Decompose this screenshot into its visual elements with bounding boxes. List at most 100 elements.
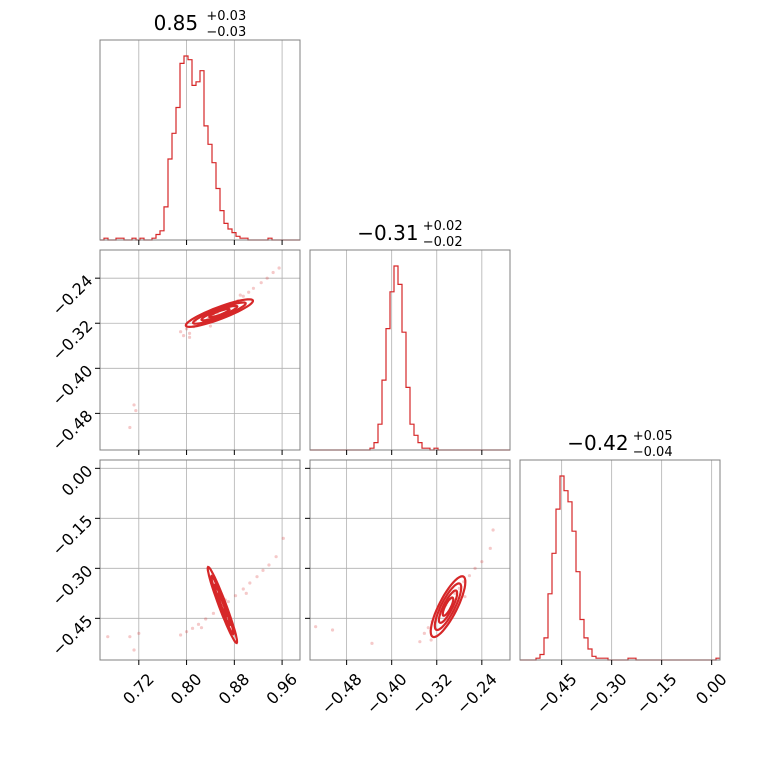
scatter-point <box>178 633 183 637</box>
scatter-point <box>233 594 238 598</box>
scatter-point <box>261 568 265 572</box>
x-tick-label: −0.40 <box>363 670 411 718</box>
scatter-point <box>241 294 245 298</box>
y-tick-label: −0.48 <box>48 406 96 454</box>
x-tick-label: −0.32 <box>408 670 456 718</box>
scatter-point <box>204 617 208 621</box>
scatter-point <box>134 408 138 413</box>
panel-2-0: 0.72 0.80 0.88 0.96 −0.45−0.30−0.15 0.00 <box>48 459 301 709</box>
scatter-point <box>330 628 335 632</box>
panel-0-0: 0.85 +0.03−0.03 <box>99 9 301 245</box>
scatter-point <box>226 600 230 604</box>
panel-2-2: −0.42 +0.05−0.04 −0.45 −0.30 −0.15 0.00 <box>519 429 731 718</box>
scatter-point <box>422 631 426 635</box>
histogram-1 <box>310 265 510 451</box>
scatter-point <box>274 555 278 559</box>
scatter-point <box>426 626 430 630</box>
scatter-point <box>238 293 242 297</box>
x-tick-label: −0.45 <box>533 670 581 718</box>
x-tick-label: 0.00 <box>692 670 731 709</box>
title-plus-1: +0.02 <box>423 219 463 234</box>
x-tick-label: −0.48 <box>318 670 366 718</box>
scatter-point <box>248 581 252 585</box>
scatter-point <box>196 622 201 626</box>
scatter-point <box>137 631 141 635</box>
x-tick-label: −0.30 <box>583 670 631 718</box>
scatter-point <box>187 335 192 339</box>
scatter-point <box>281 536 285 540</box>
scatter-point <box>132 648 136 652</box>
scatter-point <box>247 290 251 294</box>
contour-line <box>200 304 239 322</box>
x-tick-label: 0.72 <box>119 670 158 709</box>
y-tick-label: −0.40 <box>48 361 96 409</box>
title-minus-0: −0.03 <box>206 25 246 40</box>
contour-line <box>191 301 247 325</box>
y-tick-label: −0.32 <box>48 316 96 364</box>
contour-line <box>437 589 459 625</box>
scatter-point <box>267 563 271 567</box>
scatter-point <box>277 266 281 270</box>
scatter-point <box>208 324 213 328</box>
histogram-0 <box>100 55 300 241</box>
title-plus-2: +0.05 <box>633 429 673 444</box>
y-tick-label: 0.00 <box>58 461 97 500</box>
x-tick-label: −0.24 <box>453 670 501 718</box>
scatter-point <box>463 595 467 599</box>
scatter-point <box>429 638 433 642</box>
title-plus-0: +0.03 <box>206 9 246 24</box>
scatter-point <box>271 270 275 275</box>
panel-frame <box>519 459 721 661</box>
scatter-point <box>184 327 189 331</box>
y-tick-label: −0.24 <box>48 271 96 319</box>
scatter-point <box>473 566 477 570</box>
panel-frame <box>99 459 301 661</box>
y-tick-label: −0.30 <box>48 561 96 609</box>
contour-line <box>213 583 232 627</box>
scatter-point <box>106 635 110 639</box>
title-value-0: 0.85 <box>154 11 199 35</box>
title-minus-2: −0.04 <box>633 445 673 460</box>
title-value-1: −0.31 <box>357 221 418 245</box>
scatter-point <box>181 334 186 338</box>
x-tick-label: 0.96 <box>262 670 301 709</box>
y-tick-label: −0.15 <box>48 511 96 559</box>
scatter-point <box>199 626 204 630</box>
scatter-point <box>128 635 132 639</box>
scatter-point <box>467 574 472 578</box>
panel-1-1: −0.31 +0.02−0.02 <box>309 219 511 455</box>
scatter-point <box>480 560 484 564</box>
scatter-group <box>106 536 285 652</box>
title-minus-1: −0.02 <box>423 235 463 250</box>
scatter-point <box>184 630 189 634</box>
panel-frame <box>309 459 511 661</box>
scatter-point <box>128 425 132 430</box>
contour-line <box>429 575 467 639</box>
scatter-group <box>314 528 495 645</box>
contour-line <box>433 582 463 632</box>
contour-line <box>441 596 455 617</box>
scatter-group <box>128 266 281 430</box>
scatter-point <box>241 587 245 591</box>
scatter-point <box>211 611 216 615</box>
contour-line <box>206 565 239 645</box>
panel-frame <box>99 39 301 241</box>
scatter-point <box>255 575 259 579</box>
title-value-2: −0.42 <box>567 431 628 455</box>
x-tick-label: −0.15 <box>633 670 681 718</box>
contour-line <box>208 307 231 319</box>
scatter-point <box>418 640 422 644</box>
contour-line <box>184 298 254 329</box>
panel-frame <box>309 249 511 451</box>
scatter-point <box>259 281 263 285</box>
scatter-point <box>488 546 492 550</box>
scatter-point <box>132 403 136 407</box>
histogram-2 <box>520 475 720 661</box>
x-tick-label: 0.80 <box>167 670 206 709</box>
panel-2-1: −0.48−0.40−0.32−0.24 <box>305 459 511 718</box>
panel-frame <box>99 249 301 451</box>
scatter-point <box>178 330 183 334</box>
x-tick-label: 0.88 <box>215 670 254 709</box>
scatter-point <box>314 625 318 629</box>
